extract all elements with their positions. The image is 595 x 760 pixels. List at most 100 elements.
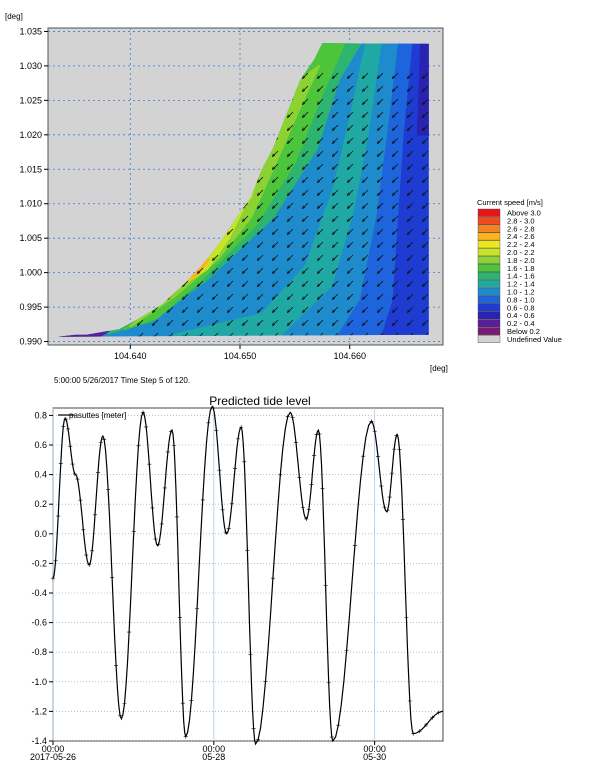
flow-arrowhead <box>422 257 426 261</box>
tide-y-tick-label: 0.6 <box>34 440 47 450</box>
flow-arrowhead <box>377 192 381 196</box>
flow-arrowhead <box>422 205 426 209</box>
flow-arrowhead <box>347 192 351 196</box>
tide-x-tick-label-line: 05-28 <box>202 752 225 760</box>
flow-arrowhead <box>137 322 141 326</box>
flow-arrowhead <box>287 296 291 300</box>
tide-point-marker <box>314 432 319 437</box>
flow-arrowhead <box>407 179 411 183</box>
flow-arrowhead <box>407 205 411 209</box>
tide-point-marker <box>78 498 83 503</box>
tide-point-marker <box>102 437 107 442</box>
tide-point-marker <box>70 462 75 467</box>
flow-arrowhead <box>422 114 426 118</box>
tide-point-marker <box>417 729 422 734</box>
flow-arrowhead <box>377 179 381 183</box>
tide-point-marker <box>200 497 205 502</box>
legend-swatch <box>477 327 501 336</box>
flow-arrowhead <box>377 283 381 287</box>
flow-arrowhead <box>287 270 291 274</box>
tide-x-tick-label-line: 2017-05-26 <box>30 752 76 760</box>
flow-arrowhead <box>422 270 426 274</box>
tide-point-marker <box>171 443 176 448</box>
flow-arrowhead <box>422 296 426 300</box>
flow-arrowhead <box>362 270 366 274</box>
flow-arrowhead <box>302 283 306 287</box>
legend-label: 2.4 - 2.6 <box>507 232 535 241</box>
flow-arrowhead <box>332 166 336 170</box>
flow-arrowhead <box>392 309 396 313</box>
legend-swatch <box>477 295 501 304</box>
tide-point-marker <box>379 484 384 489</box>
flow-arrowhead <box>242 296 246 300</box>
flow-arrowhead <box>317 231 321 235</box>
flow-arrowhead <box>332 205 336 209</box>
tide-point-marker <box>317 432 322 437</box>
tide-point-marker <box>290 415 295 420</box>
flow-arrowhead <box>287 309 291 313</box>
tide-point-marker <box>400 517 405 522</box>
tide-point-marker <box>392 447 397 452</box>
flow-arrowhead <box>347 231 351 235</box>
tide-point-marker <box>153 537 158 542</box>
flow-arrowhead <box>422 127 426 131</box>
flow-arrowhead <box>392 283 396 287</box>
flow-arrowhead <box>317 166 321 170</box>
flow-arrowhead <box>257 296 261 300</box>
flow-arrowhead <box>287 166 291 170</box>
tide-point-marker <box>404 615 409 620</box>
flow-arrowhead <box>362 218 366 222</box>
flow-arrowhead <box>377 322 381 326</box>
flow-arrowhead <box>377 218 381 222</box>
legend-label: 1.6 - 1.8 <box>507 264 535 273</box>
tide-point-marker <box>118 713 123 718</box>
legend-label: 2.6 - 2.8 <box>507 224 535 233</box>
flow-arrowhead <box>347 322 351 326</box>
flow-arrowhead <box>392 153 396 157</box>
flow-arrowhead <box>242 322 246 326</box>
tide-x-tick-label-line: 00:00 <box>42 744 65 754</box>
flow-arrowhead <box>167 322 171 326</box>
flow-arrowhead <box>287 205 291 209</box>
flow-arrowhead <box>347 88 351 92</box>
top-y-tick-label: 1.010 <box>19 199 42 209</box>
flow-arrowhead <box>212 270 216 274</box>
flow-arrowhead <box>317 179 321 183</box>
flow-arrowhead <box>332 75 336 79</box>
top-y-tick-label: 0.990 <box>19 337 42 347</box>
tide-point-marker <box>242 459 247 464</box>
flow-arrowhead <box>332 127 336 131</box>
tide-point-marker <box>229 501 234 506</box>
flow-arrowhead <box>362 153 366 157</box>
legend-label: 2.2 - 2.4 <box>507 240 535 249</box>
flow-arrowhead <box>242 218 246 222</box>
top-axes: 104.640 104.650 104.660 1.035 1.030 1.025 1.02… <box>19 26 366 361</box>
flow-arrowhead <box>302 88 306 92</box>
flow-arrowhead <box>392 257 396 261</box>
flow-arrowhead <box>257 244 261 248</box>
flow-arrowhead <box>182 322 186 326</box>
flow-arrowhead <box>227 244 231 248</box>
tide-point-marker <box>293 440 298 445</box>
tide-y-tick-label: -1.4 <box>31 736 47 746</box>
flow-arrowhead <box>362 205 366 209</box>
flow-arrowhead <box>197 296 201 300</box>
flow-arrowhead <box>317 153 321 157</box>
legend-swatch <box>477 216 501 225</box>
tide-y-tick-label: -0.2 <box>31 558 47 568</box>
flow-arrowhead <box>332 140 336 144</box>
legend-label: Above 3.0 <box>507 209 541 218</box>
flow-arrowhead <box>347 75 351 79</box>
top-y-tick-label: 1.005 <box>19 233 42 243</box>
tide-y-tick-label: -1.2 <box>31 706 47 716</box>
top-x-tick-label: 104.650 <box>224 351 257 361</box>
flow-arrowhead <box>242 231 246 235</box>
flow-arrowhead <box>392 101 396 105</box>
flow-arrowhead <box>317 244 321 248</box>
tide-chart-title: Predicted tide level <box>209 394 310 408</box>
legend-label: 1.0 - 1.2 <box>507 288 535 297</box>
flow-arrowhead <box>272 231 276 235</box>
flow-arrowhead <box>332 192 336 196</box>
top-y-tick-label: 0.995 <box>19 302 42 312</box>
flow-arrowhead <box>347 153 351 157</box>
